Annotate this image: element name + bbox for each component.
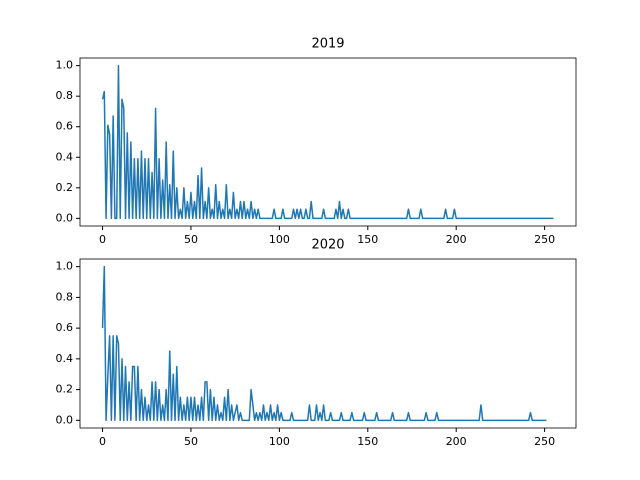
y-tick-label: 0.2: [56, 383, 74, 396]
y-tick-label: 0.6: [56, 120, 74, 133]
y-tick-label: 0.0: [56, 211, 74, 224]
y-tick-label: 0.2: [56, 181, 74, 194]
y-tick-label: 1.0: [56, 59, 74, 72]
x-tick-label: 150: [357, 435, 378, 448]
x-tick-label: 0: [99, 435, 106, 448]
x-tick-label: 100: [269, 233, 290, 246]
x-tick-label: 200: [446, 233, 467, 246]
line: [101, 265, 547, 422]
x-tick-label: 0: [99, 233, 106, 246]
chart-title: 2019: [311, 37, 344, 52]
axes-frame: [79, 258, 577, 429]
y-tick-label: 0.4: [56, 150, 74, 163]
y-tick-label: 0.4: [56, 352, 74, 365]
x-tick-label: 200: [446, 435, 467, 448]
y-tick-label: 0.0: [56, 413, 74, 426]
chart-title: 2020: [311, 238, 344, 253]
x-tick-label: 50: [184, 233, 198, 246]
axes-frame: [79, 57, 577, 227]
y-tick-label: 0.8: [56, 89, 74, 102]
x-tick-label: 250: [534, 435, 555, 448]
y-tick-label: 1.0: [56, 260, 74, 273]
line: [101, 64, 554, 220]
x-tick-label: 250: [534, 233, 555, 246]
y-tick-label: 0.6: [56, 321, 74, 334]
y-tick-label: 0.8: [56, 290, 74, 303]
x-tick-label: 150: [357, 233, 378, 246]
x-tick-label: 100: [269, 435, 290, 448]
x-tick-label: 50: [184, 435, 198, 448]
